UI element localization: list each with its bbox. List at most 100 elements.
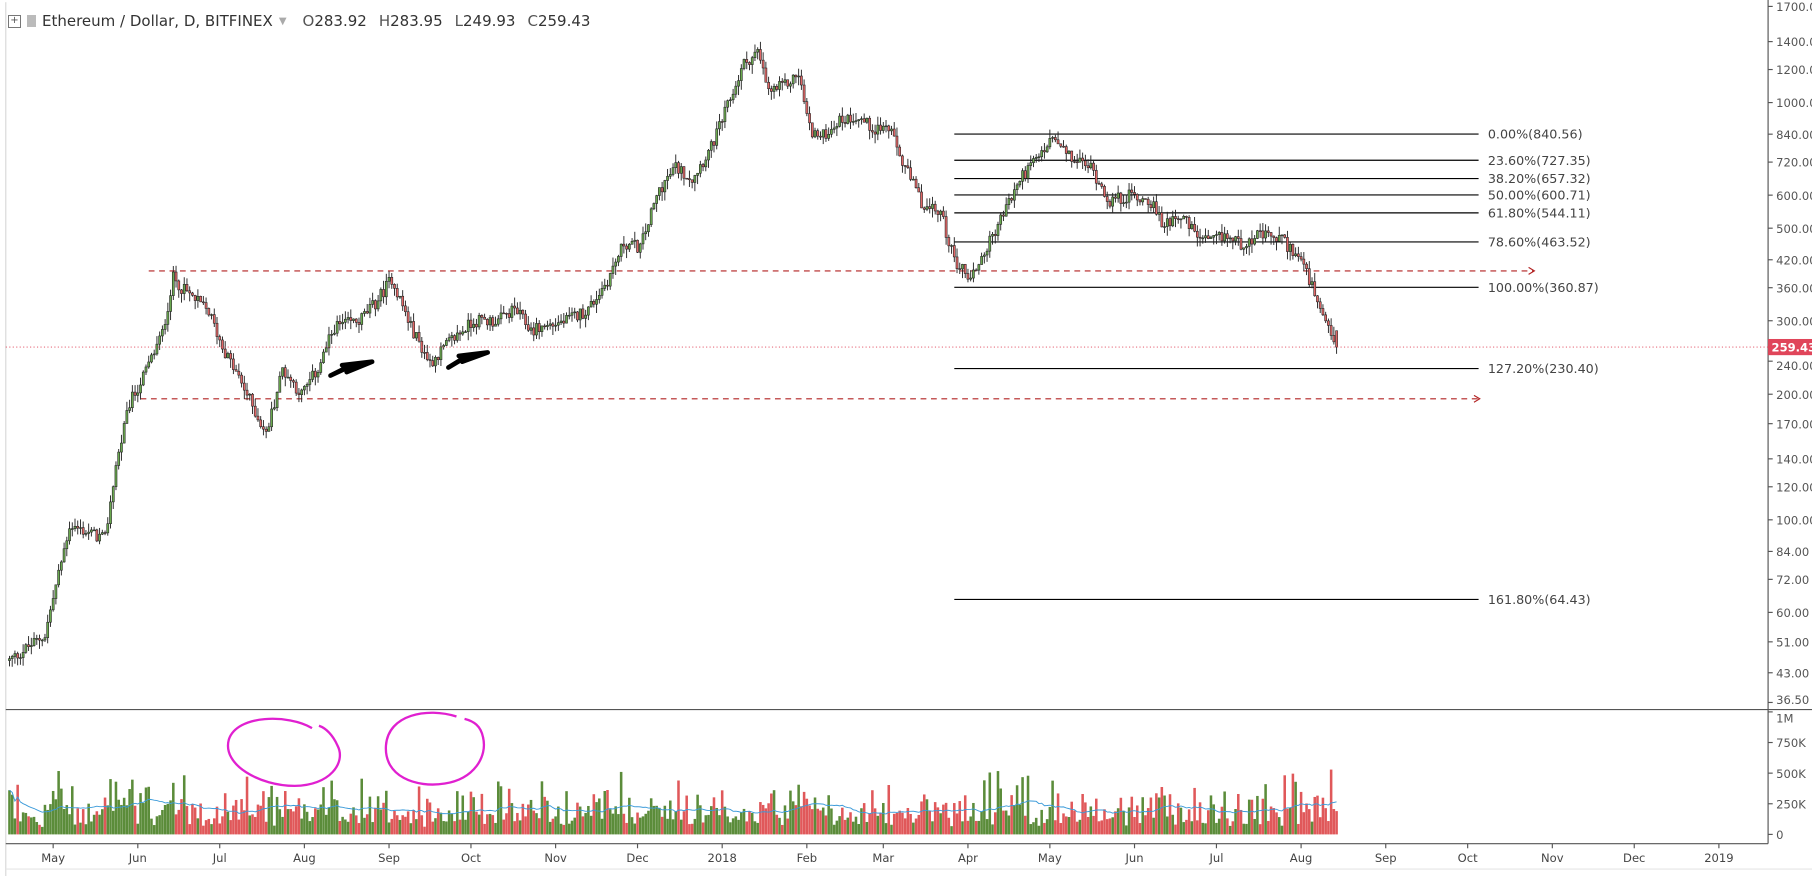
volume-bar [1081,793,1084,835]
volume-bar [786,818,789,835]
volume-bar [860,808,863,835]
volume-bar [567,823,571,835]
volume-bar [461,795,465,835]
volume-bar [431,821,434,835]
candle-body [319,362,323,373]
candle-body [868,117,871,131]
volume-bar [813,797,817,835]
candle-body [46,621,50,638]
volume-bar [406,811,410,835]
candle-body [797,75,800,78]
candle-body [324,347,328,353]
expand-plus-icon[interactable]: + [8,14,21,28]
volume-bar [1040,809,1043,835]
volume-bar [611,813,615,835]
candle-body [780,81,784,83]
volume-bars [8,769,1338,835]
candle-body [898,146,902,157]
candle-body [177,280,181,291]
candle-body [486,319,489,326]
volume-bar [933,802,937,835]
volume-bar [1059,822,1063,835]
volume-bar [133,805,137,835]
volume-bar [674,811,678,835]
volume-bar [169,800,172,835]
candle-body [1103,186,1106,197]
flag-icon[interactable] [27,15,36,27]
candle-body [516,307,519,315]
candle-body [999,214,1003,225]
time-tick-label: May [41,851,65,865]
candle-body [980,256,983,265]
volume-bar [1111,817,1114,835]
candle-body [1283,234,1287,238]
symbol-title[interactable]: Ethereum / Dollar, D, BITFINEX [42,12,273,30]
volume-bar [600,818,604,835]
volume-bar [32,816,36,835]
candle-body [60,561,63,571]
volume-bar [450,813,454,835]
candle-body [240,374,243,384]
volume-bar [150,818,153,835]
price-tick-label: 500.00 [1776,222,1812,236]
candle-body [592,301,596,305]
volume-bar [1100,820,1104,835]
candle-body [1084,160,1087,167]
volume-bar [415,819,418,835]
candle-body [202,301,205,304]
candle-body [663,180,667,193]
volume-bar [1239,809,1243,835]
volume-bar [147,786,151,835]
candle-body [1023,170,1027,179]
candle-body [232,358,235,370]
volume-bar [1015,785,1019,835]
candle-body [595,299,598,305]
candle-body [171,271,175,296]
time-axis[interactable]: May Jun Jul Aug Sep Oct Nov Dec 2018 Feb Mar Apr May… [41,843,1734,865]
candle-body [1256,230,1259,239]
volume-bar [1119,797,1123,835]
volume-bar [767,803,770,835]
candle-body [133,391,137,396]
candle-body [423,352,426,354]
candle-body [100,532,104,535]
volume-bar [1013,805,1016,835]
volume-bar [898,810,901,835]
volume-bar [385,790,388,835]
volume-bar [447,810,451,835]
candle-body [376,300,380,310]
price-axis[interactable]: 1700.00 1400.00 1200.00 1000.00 840.00 720.00… [1768,0,1812,707]
volume-bar [30,817,33,835]
candle-body [1220,232,1224,242]
volume-bar [1043,822,1046,835]
fibonacci-extension[interactable]: 0.00%(840.56) 23.60%(727.35) 38.20%(657.32… [954,127,1599,607]
volume-bar [259,805,262,835]
candle-body [873,131,877,135]
candle-body [297,392,301,395]
candle-body [638,243,642,253]
candle-body [114,465,118,488]
candle-body [674,162,678,168]
volume-bar [1092,815,1095,835]
candle-body [1067,150,1071,154]
candle-body [950,245,953,247]
candle-body [1141,198,1145,203]
volume-bar [393,811,396,835]
candle-body [398,295,402,298]
candle-body [1318,301,1322,309]
volume-bar [243,810,246,835]
candle-body [890,128,893,132]
chevron-down-icon[interactable]: ▼ [278,15,287,27]
close-number: 259.43 [537,12,591,30]
volume-bar [1056,793,1060,835]
candle-body [977,264,981,271]
candle-body [1168,218,1172,227]
candle-body [425,352,429,360]
candle-body [294,381,298,394]
volume-tick-label: 500K [1776,767,1806,781]
volume-bar [1187,809,1191,835]
candle-body [587,306,590,316]
price-tick-label: 1700.00 [1776,0,1812,14]
volume-axis[interactable]: 1M 750K 500K 250K 0 [1768,711,1806,842]
